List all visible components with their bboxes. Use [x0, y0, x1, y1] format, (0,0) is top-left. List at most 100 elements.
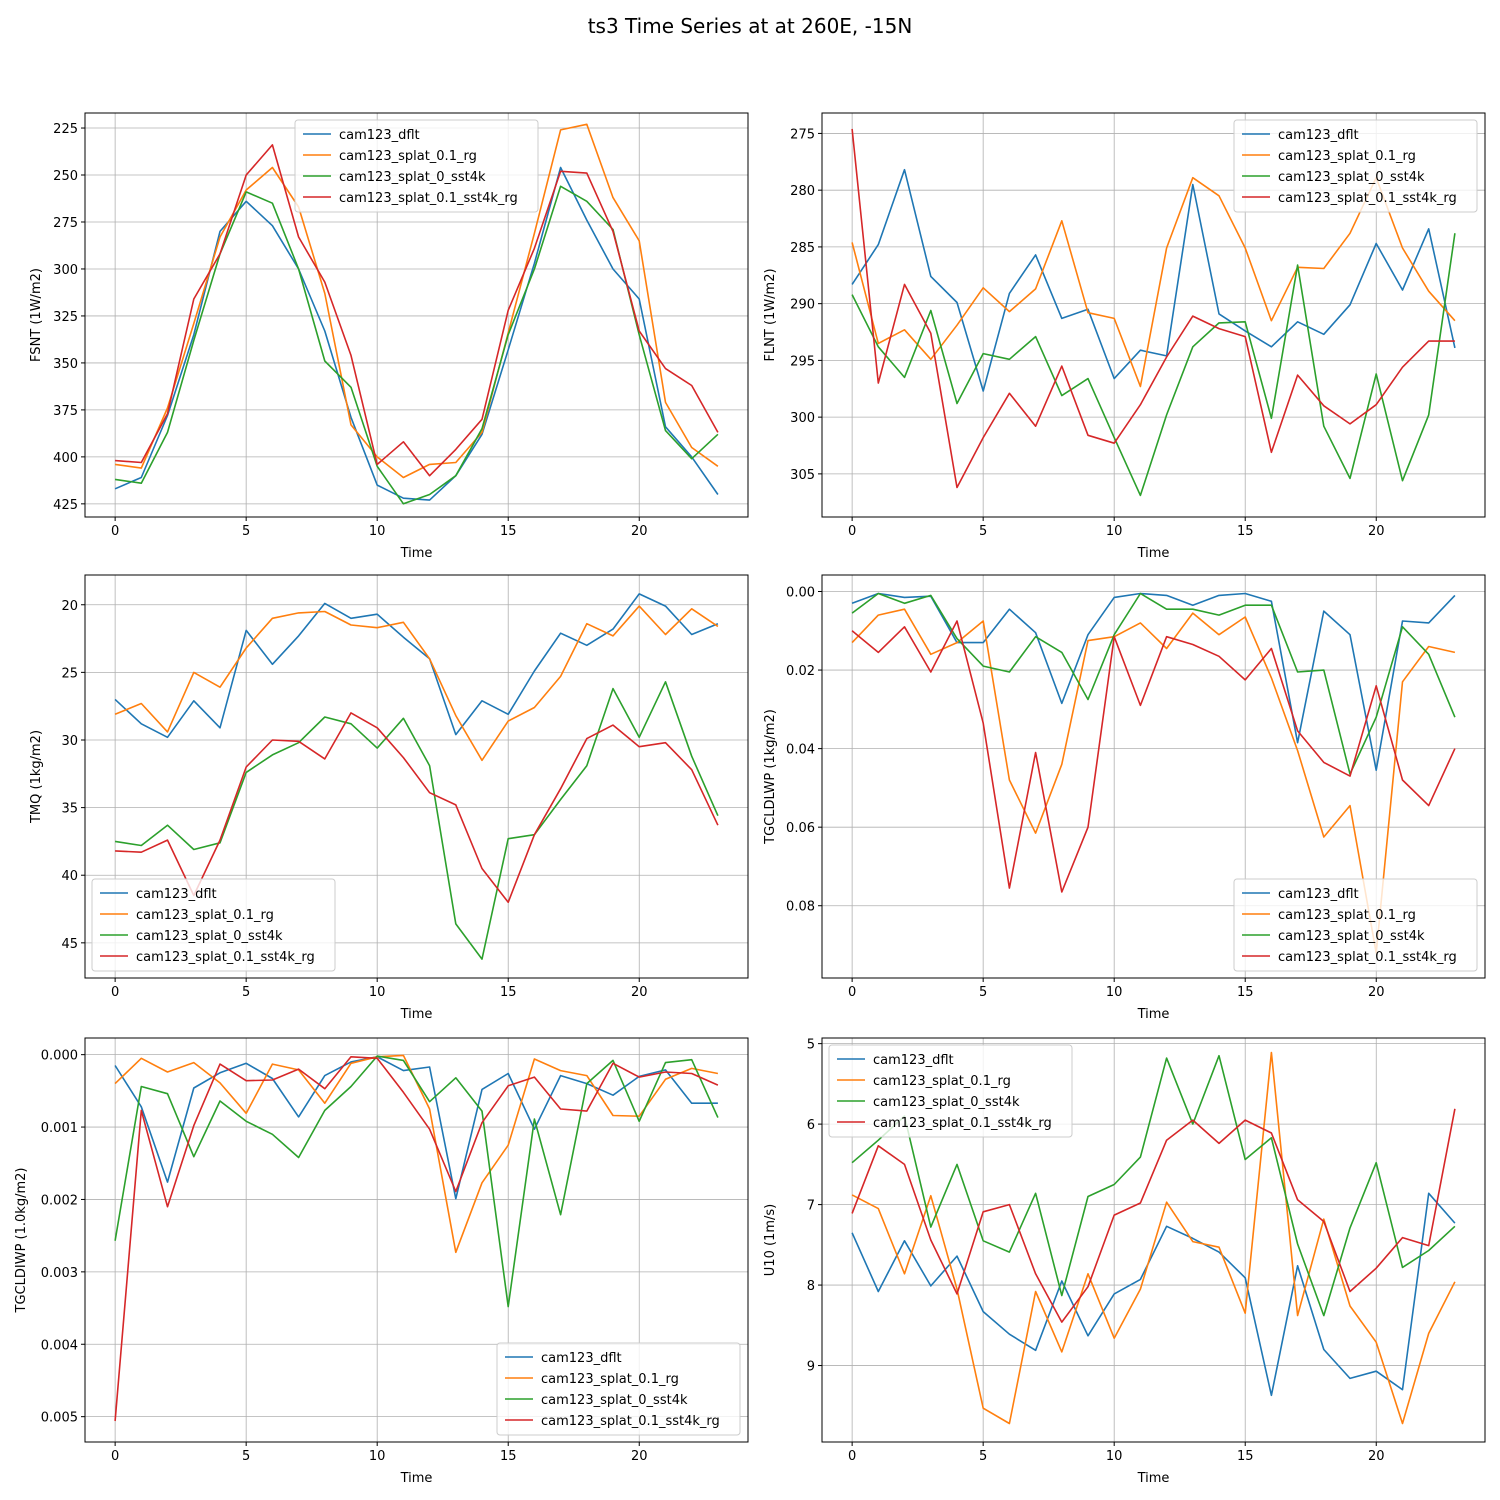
series-line-0	[114, 593, 719, 739]
y-tick-label: 425	[53, 498, 78, 513]
legend: cam123_dflt cam123_splat_0.1_rg cam123_spl…	[1233, 878, 1478, 972]
legend-label-0: cam123_dflt	[541, 1351, 622, 1366]
series-line-0	[114, 1056, 718, 1200]
legend-label-2: cam123_splat_0_sst4k	[1278, 170, 1425, 185]
y-tick-label: 0.001	[41, 1121, 78, 1136]
x-axis-label: Time	[400, 546, 433, 561]
series-line-2	[851, 233, 1456, 497]
legend-label-0: cam123_dflt	[873, 1053, 954, 1068]
y-tick-label: 0.000	[41, 1049, 78, 1064]
x-tick-label: 5	[242, 985, 250, 1000]
series-line-3	[115, 712, 719, 904]
series-line-0	[851, 1192, 1456, 1397]
series-line-3	[851, 1108, 1456, 1323]
x-tick-label: 0	[111, 1449, 119, 1464]
y-tick-label: 25	[61, 666, 78, 681]
x-tick-label: 15	[1237, 1449, 1254, 1464]
y-tick-label: 8	[807, 1279, 815, 1294]
x-tick-label: 20	[631, 985, 648, 1000]
x-tick-label: 15	[500, 985, 517, 1000]
y-tick-label: 0.08	[786, 900, 815, 915]
y-tick-label: 5	[807, 1038, 815, 1053]
y-tick-label: 285	[790, 241, 815, 256]
x-axis-label: Time	[1137, 1007, 1170, 1022]
y-tick-label: 300	[53, 263, 78, 278]
x-tick-label: 0	[111, 985, 119, 1000]
legend-label-1: cam123_splat_0.1_rg	[873, 1074, 1011, 1089]
x-tick-label: 0	[848, 1449, 856, 1464]
chart-panel-bottom-right: 0 5 10 15 20 5 6 7 8 9 Time U10 (1m/s) cam123_dfltca…	[763, 1037, 1486, 1486]
legend-label-0: cam123_dflt	[1278, 128, 1359, 143]
x-axis-label: Time	[1137, 1471, 1170, 1486]
series-line-2	[114, 1055, 719, 1308]
legend-box	[294, 119, 539, 213]
x-tick-label: 15	[500, 524, 517, 539]
y-tick-label: 45	[61, 937, 78, 952]
y-tick-label: 7	[807, 1199, 815, 1214]
legend-box	[91, 878, 336, 972]
series-line-1	[114, 605, 719, 762]
legend: cam123_dflt cam123_splat_0.1_rg cam123_spl…	[91, 878, 336, 972]
legend-label-3: cam123_splat_0.1_sst4k_rg	[541, 1414, 720, 1429]
series-line-1	[114, 123, 719, 479]
y-tick-label: 275	[53, 216, 78, 231]
y-tick-label: 375	[53, 404, 78, 419]
x-tick-label: 0	[111, 524, 119, 539]
x-tick-label: 0	[848, 985, 856, 1000]
legend-label-3: cam123_splat_0.1_sst4k_rg	[136, 950, 315, 965]
legend-label-3: cam123_splat_0.1_sst4k_rg	[873, 1116, 1052, 1131]
chart-panel-top-left: 0 5 10 15 20 225 250 275 300 325 350 375 400 425 Time F…	[29, 112, 749, 561]
legend-label-0: cam123_dflt	[136, 887, 217, 902]
y-axis-label: FSNT (1W/m2)	[29, 268, 44, 362]
x-axis-label: Time	[1137, 546, 1170, 561]
x-tick-label: 5	[979, 985, 987, 1000]
x-tick-label: 15	[1237, 985, 1254, 1000]
x-tick-label: 10	[369, 985, 386, 1000]
legend: cam123_dflt cam123_splat_0.1_rg cam123_spl…	[496, 1342, 741, 1436]
legend-label-2: cam123_splat_0_sst4k	[339, 170, 486, 185]
legend-label-3: cam123_splat_0.1_sst4k_rg	[1278, 950, 1457, 965]
y-axis-label: TGCLDIWP (1.0kg/m2)	[14, 1168, 29, 1314]
series-line-3	[851, 128, 1455, 489]
x-tick-label: 5	[979, 1449, 987, 1464]
x-tick-label: 20	[1368, 1449, 1385, 1464]
legend-label-1: cam123_splat_0.1_rg	[136, 908, 274, 923]
series-line-1	[851, 1051, 1456, 1425]
x-tick-label: 15	[500, 1449, 517, 1464]
y-tick-label: 0.004	[41, 1338, 78, 1353]
legend-label-1: cam123_splat_0.1_rg	[1278, 908, 1416, 923]
y-tick-label: 295	[790, 354, 815, 369]
legend-label-2: cam123_splat_0_sst4k	[873, 1095, 1020, 1110]
legend-label-1: cam123_splat_0.1_rg	[1278, 149, 1416, 164]
chart-panel-middle-left: 0 5 10 15 20 20 25 30 35 40 45 Time TMQ (1kg/m2) cam1…	[29, 574, 749, 1022]
x-axis-label: Time	[400, 1471, 433, 1486]
x-tick-label: 5	[979, 524, 987, 539]
chart-panel-middle-right: 0 5 10 15 20 0.00 0.02 0.04 0.06 0.08 Time TGCLDLWP…	[763, 574, 1486, 1022]
axes-frame	[821, 1037, 1486, 1443]
x-tick-label: 5	[242, 1449, 250, 1464]
x-tick-label: 10	[1106, 1449, 1123, 1464]
x-tick-label: 10	[369, 1449, 386, 1464]
legend-box	[1233, 878, 1478, 972]
y-tick-label: 40	[61, 869, 78, 884]
legend-box	[1233, 119, 1478, 213]
series-line-3	[115, 144, 719, 477]
y-tick-label: 280	[790, 184, 815, 199]
chart-panel-top-right: 0 5 10 15 20 275 280 285 290 295 300 305 Time FLNT (1…	[763, 112, 1486, 561]
axes-frame	[84, 112, 749, 518]
series-line-2	[851, 1054, 1456, 1317]
y-tick-label: 325	[53, 310, 78, 325]
legend: cam123_dflt cam123_splat_0.1_rg cam123_spl…	[294, 119, 539, 213]
y-tick-label: 300	[790, 411, 815, 426]
legend-label-2: cam123_splat_0_sst4k	[136, 929, 283, 944]
legend-label-1: cam123_splat_0.1_rg	[339, 149, 477, 164]
y-tick-label: 0.02	[786, 664, 815, 679]
axes-frame	[821, 112, 1486, 518]
series-line-1	[851, 176, 1456, 388]
series-line-2	[114, 185, 719, 505]
legend-box	[496, 1342, 741, 1436]
legend-label-3: cam123_splat_0.1_sst4k_rg	[1278, 191, 1457, 206]
series-line-0	[114, 166, 719, 501]
series-line-2	[114, 680, 719, 960]
y-tick-label: 0.00	[786, 585, 815, 600]
